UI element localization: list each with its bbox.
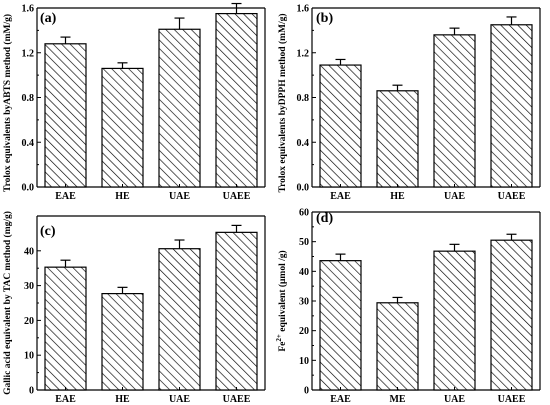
y-tick-label: 50 [299,237,309,248]
x-tick-label: UAE [169,394,190,405]
y-tick-label: 10 [24,351,34,362]
bar [44,43,87,188]
bar [376,302,419,391]
panel-label: (a) [40,11,57,26]
x-tick-label: EAE [330,394,351,405]
y-tick-label: 30 [299,297,309,308]
bar [215,12,258,188]
y-axis-label: Trolox equivalents byABTS method (mM/g) [2,14,13,192]
chart-d: (d) Fe2+ equivalent (μmol /g) 0 10 20 30 40 5… [275,208,541,405]
y-tick-label: 20 [299,326,309,337]
bar [490,239,533,391]
x-tick-label: EAE [330,191,351,202]
y-tick-label: 30 [24,281,34,292]
chart-a: (a) Trolox equivalents byABTS method (mM… [2,2,266,202]
y-tick-label: 10 [299,356,309,367]
chart-c: (c) Gallic acid equivalent by TAC method… [2,211,266,405]
y-tick-label: 0.4 [297,138,310,149]
y-tick-label: 20 [24,316,34,327]
bar [319,64,362,188]
x-tick-label: UAE [444,191,465,202]
y-tick-label: 0.8 [22,93,35,104]
y-tick-label: 1.2 [22,48,35,59]
y-tick-label: 0.0 [297,183,310,194]
x-tick-label: UAEE [498,191,526,202]
y-tick-label: 0.0 [22,183,35,194]
x-tick-label: HE [115,394,130,405]
bar [158,248,201,391]
y-tick-label: 0.4 [22,138,35,149]
y-tick-label: 1.6 [22,4,35,15]
y-tick-label: 0 [29,386,34,397]
panel-label: (d) [316,211,333,226]
y-axis-label-post: equivalent (μmol /g) [277,250,288,334]
x-tick-label: UAEE [498,394,526,405]
y-tick-label: 1.2 [297,48,310,59]
panel-label: (b) [316,11,333,26]
x-tick-label: UAEE [223,394,251,405]
chart-b: (b) Trolox equivalents byDPPH method (mM… [277,4,541,202]
x-tick-label: UAEE [223,191,251,202]
y-axis-label: Gallic acid equivalent by TAC method (mg… [2,211,13,395]
panel-label: (c) [40,224,56,239]
bar [376,90,419,188]
y-axis-label-sup: 2+ [275,334,283,342]
bar [215,231,258,391]
bar [101,67,144,188]
y-axis-label-pre: Fe [278,342,288,352]
y-tick-label: 0.8 [297,93,310,104]
bar [158,28,201,188]
x-tick-label: EAE [55,191,76,202]
bar [101,293,144,391]
x-tick-label: EAE [55,394,76,405]
y-tick-label: 40 [24,246,34,257]
bar [433,250,476,391]
y-tick-label: 40 [299,267,309,278]
y-axis-label: Fe2+ equivalent (μmol /g) [275,250,288,351]
bar [490,24,533,188]
y-axis-label: Trolox equivalents byDPPH method (mM/g) [277,13,288,192]
x-tick-label: UAE [444,394,465,405]
x-tick-label: HE [115,191,130,202]
bar [319,260,362,391]
y-tick-label: 1.6 [297,4,310,15]
y-tick-label: 60 [299,208,309,219]
x-tick-label: UAE [169,191,190,202]
y-tick-label: 0 [304,386,309,397]
x-tick-label: HE [390,191,405,202]
bar [433,34,476,188]
x-tick-label: ME [389,394,405,405]
bar [44,266,87,391]
